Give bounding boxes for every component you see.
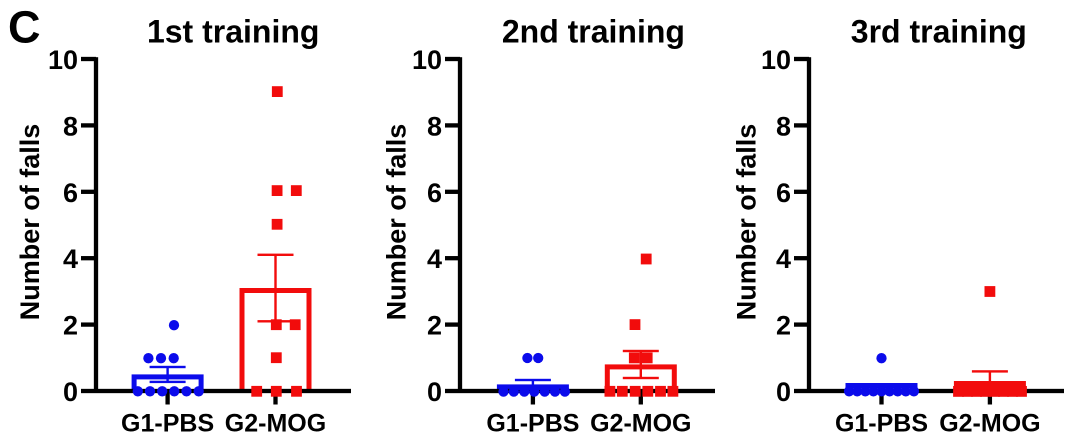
svg-text:2: 2 bbox=[63, 311, 78, 341]
svg-text:0: 0 bbox=[776, 377, 791, 407]
svg-text:Number of falls: Number of falls bbox=[731, 124, 761, 321]
svg-text:0: 0 bbox=[63, 377, 78, 407]
svg-text:0: 0 bbox=[427, 377, 442, 407]
svg-text:Number of falls: Number of falls bbox=[15, 124, 45, 321]
svg-text:3rd training: 3rd training bbox=[851, 14, 1027, 50]
svg-text:1st training: 1st training bbox=[147, 14, 319, 50]
svg-text:2: 2 bbox=[427, 311, 442, 341]
svg-text:Number of falls: Number of falls bbox=[381, 124, 411, 321]
svg-text:G2-MOG: G2-MOG bbox=[590, 410, 691, 438]
svg-text:8: 8 bbox=[427, 111, 442, 141]
svg-text:8: 8 bbox=[63, 111, 78, 141]
svg-text:G2-MOG: G2-MOG bbox=[939, 410, 1040, 438]
svg-text:6: 6 bbox=[63, 178, 78, 208]
svg-text:10: 10 bbox=[48, 45, 78, 75]
svg-text:10: 10 bbox=[761, 45, 791, 75]
svg-text:G2-MOG: G2-MOG bbox=[225, 410, 326, 438]
svg-text:6: 6 bbox=[427, 178, 442, 208]
svg-text:4: 4 bbox=[63, 244, 78, 274]
svg-text:2: 2 bbox=[776, 311, 791, 341]
svg-text:10: 10 bbox=[412, 45, 442, 75]
svg-text:G1-PBS: G1-PBS bbox=[486, 410, 579, 438]
svg-text:2nd training: 2nd training bbox=[502, 14, 685, 50]
svg-text:C: C bbox=[8, 2, 41, 53]
svg-text:6: 6 bbox=[776, 178, 791, 208]
svg-text:G1-PBS: G1-PBS bbox=[121, 410, 214, 438]
svg-text:4: 4 bbox=[427, 244, 442, 274]
svg-text:G1-PBS: G1-PBS bbox=[835, 410, 928, 438]
svg-text:8: 8 bbox=[776, 111, 791, 141]
svg-text:4: 4 bbox=[776, 244, 791, 274]
